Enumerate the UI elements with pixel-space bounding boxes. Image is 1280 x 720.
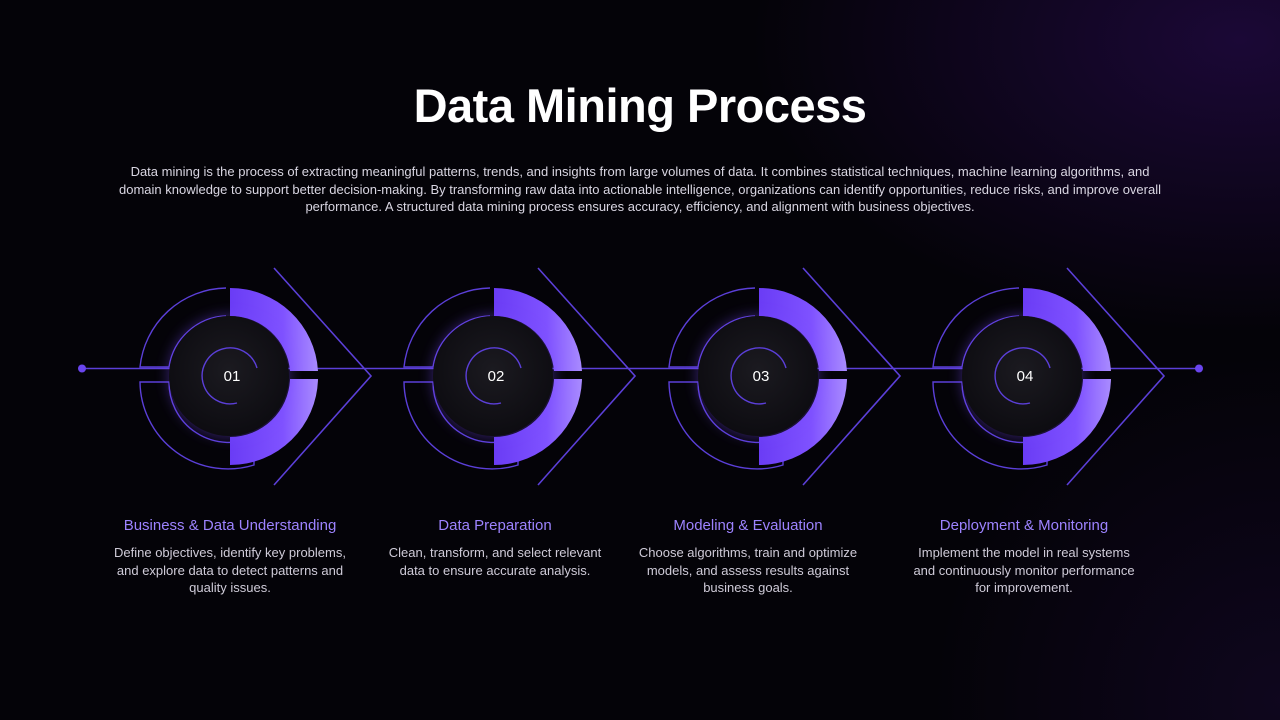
step-4-number: 04 [1017, 368, 1034, 385]
step-4-outer-arc-bottom [932, 381, 1048, 470]
step-1-chevron [273, 267, 373, 486]
step-4-text: Deployment & Monitoring Implement the mo… [894, 515, 1154, 597]
step-2-heading: Data Preparation [438, 517, 552, 534]
step-2-number: 02 [488, 368, 505, 385]
step-4-arc-bottom [1023, 379, 1111, 465]
step-4-description: Implement the model in real systems and … [913, 545, 1135, 595]
step-1-outer-arc-bottom [139, 381, 255, 470]
step-4-inner-ring [994, 347, 1051, 405]
step-4-node: 04 [932, 267, 1166, 486]
step-2-chevron [537, 267, 637, 486]
step-3-node: 03 [668, 267, 902, 486]
step-2-disc [433, 316, 553, 436]
step-2-arc-bottom [494, 379, 582, 465]
timeline-end-dot [1195, 364, 1203, 373]
intro-paragraph: Data mining is the process of extracting… [118, 164, 1161, 214]
step-1-text: Business & Data Understanding Define obj… [100, 515, 360, 597]
step-2-outer-arc-bottom [403, 381, 519, 470]
step-3-heading: Modeling & Evaluation [673, 517, 823, 534]
step-1-node: 01 [139, 267, 373, 486]
step-3-arc-bottom [759, 379, 847, 465]
timeline-start-dot [78, 364, 86, 373]
step-1-number: 01 [224, 368, 241, 385]
step-3-arc-top [759, 287, 847, 371]
step-3-chevron [802, 267, 902, 486]
step-3-inner-ring [730, 347, 787, 405]
step-3-outer-arc-bottom [668, 381, 784, 470]
step-1-inner-ring [201, 347, 258, 405]
step-1-arc-top [230, 287, 318, 371]
step-1-disc [169, 316, 289, 436]
step-4-disc [962, 316, 1082, 436]
step-3-number: 03 [753, 368, 770, 385]
page-title: Data Mining Process [413, 79, 867, 132]
step-2-inner-ring [465, 347, 522, 405]
step-2-description: Clean, transform, and select relevant da… [388, 545, 602, 578]
step-4-chevron [1066, 267, 1166, 486]
step-2-arc-top [494, 287, 582, 371]
step-4-heading: Deployment & Monitoring [939, 517, 1109, 534]
step-3-text: Modeling & Evaluation Choose algorithms,… [618, 515, 878, 597]
step-3-description: Choose algorithms, train and optimize mo… [638, 545, 858, 595]
step-1-heading: Business & Data Understanding [123, 517, 337, 534]
step-4-arc-top [1023, 287, 1111, 371]
step-2-node: 02 [403, 267, 637, 486]
step-1-description: Define objectives, identify key problems… [114, 545, 346, 595]
step-1-arc-bottom [230, 379, 318, 465]
step-3-disc [698, 316, 818, 436]
step-2-text: Data Preparation Clean, transform, and s… [365, 515, 625, 579]
